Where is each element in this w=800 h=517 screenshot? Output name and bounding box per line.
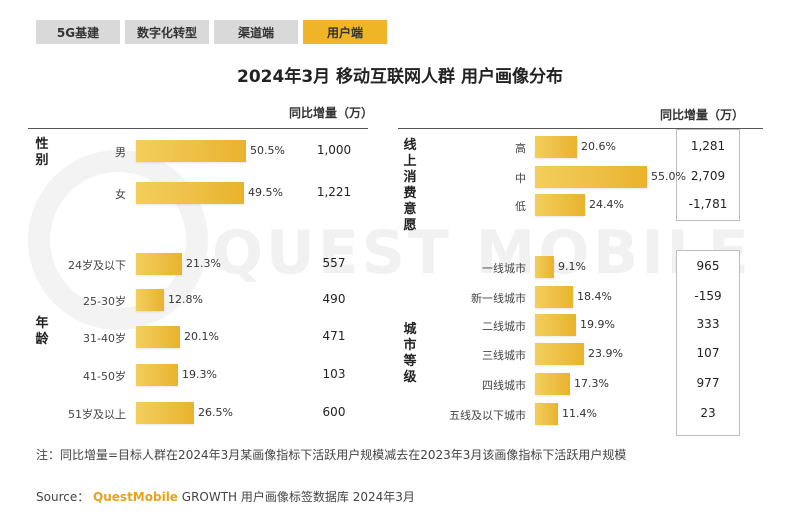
yoy-value: 490 — [322, 292, 346, 306]
category-label: 31-40岁 — [83, 332, 126, 345]
group-label-age: 年龄 — [35, 316, 49, 347]
bar-value-label: 19.9% — [580, 318, 615, 331]
yoy-value: 977 — [696, 376, 720, 390]
source-line: Source： QuestMobile GROWTH 用户画像标签数据库 202… — [36, 488, 415, 505]
bar-value-label: 20.1% — [184, 330, 219, 343]
bar-value-label: 26.5% — [198, 406, 233, 419]
yoy-value: 1,000 — [316, 143, 352, 157]
yoy-value: 103 — [322, 367, 346, 381]
right-yoy-box-intent — [676, 129, 740, 221]
yoy-value: 965 — [696, 259, 720, 273]
source-prefix: Source： — [36, 490, 90, 504]
source-brand: QuestMobile — [93, 490, 178, 504]
bar-value-label: 18.4% — [577, 290, 612, 303]
yoy-value: 1,281 — [690, 139, 726, 153]
yoy-value: -159 — [694, 289, 722, 303]
bar-value-label: 19.3% — [182, 368, 217, 381]
bar — [535, 194, 585, 216]
bar-value-label: 24.4% — [589, 198, 624, 211]
bar — [535, 403, 558, 425]
category-label: 中 — [515, 172, 526, 185]
bar — [535, 166, 647, 188]
yoy-value: -1,781 — [688, 197, 728, 211]
bar — [136, 326, 180, 348]
group-label-gender: 性别 — [35, 137, 49, 168]
tab-channel[interactable]: 渠道端 — [214, 20, 298, 44]
category-label: 24岁及以下 — [68, 259, 126, 272]
category-label: 男 — [115, 146, 126, 159]
category-label: 三线城市 — [482, 349, 526, 362]
bar-value-label: 23.9% — [588, 347, 623, 360]
tab-user[interactable]: 用户端 — [303, 20, 387, 44]
bar-value-label: 11.4% — [562, 407, 597, 420]
bar — [136, 364, 178, 386]
category-label: 四线城市 — [482, 379, 526, 392]
bar-value-label: 21.3% — [186, 257, 221, 270]
group-label-consumption-intent: 线上消费意愿 — [403, 138, 417, 233]
category-label: 25-30岁 — [83, 295, 126, 308]
chart-title: 2024年3月 移动互联网人群 用户画像分布 — [237, 67, 563, 87]
bar — [136, 402, 194, 424]
bar-value-label: 17.3% — [574, 377, 609, 390]
bar-value-label: 55.0% — [651, 170, 686, 183]
yoy-value: 107 — [696, 346, 720, 360]
category-label: 41-50岁 — [83, 370, 126, 383]
bar — [136, 253, 182, 275]
tab-bar: 5G基建 数字化转型 渠道端 用户端 — [36, 20, 392, 44]
bar — [136, 289, 164, 311]
footnote: 注：同比增量=目标人群在2024年3月某画像指标下活跃用户规模减去在2023年3… — [36, 448, 627, 462]
bar — [535, 343, 584, 365]
category-label: 低 — [515, 200, 526, 213]
group-label-city-tier: 城市等级 — [403, 322, 417, 385]
right-top-divider — [398, 128, 763, 129]
left-yoy-header: 同比增量（万） — [289, 106, 374, 120]
yoy-value: 1,221 — [316, 185, 352, 199]
bar-value-label: 49.5% — [248, 186, 283, 199]
bar — [535, 314, 576, 336]
category-label: 新一线城市 — [471, 292, 526, 305]
tab-digital-transformation[interactable]: 数字化转型 — [125, 20, 209, 44]
bar-value-label: 12.8% — [168, 293, 203, 306]
yoy-value: 333 — [696, 317, 720, 331]
bar — [535, 286, 573, 308]
bar — [535, 373, 570, 395]
bar-value-label: 50.5% — [250, 144, 285, 157]
bar — [136, 182, 244, 204]
source-suffix: GROWTH 用户画像标签数据库 2024年3月 — [181, 490, 415, 504]
category-label: 二线城市 — [482, 320, 526, 333]
left-top-divider — [28, 128, 368, 129]
category-label: 一线城市 — [482, 262, 526, 275]
yoy-value: 23 — [700, 406, 716, 420]
tab-5g[interactable]: 5G基建 — [36, 20, 120, 44]
right-yoy-box-city — [676, 250, 740, 436]
bar — [535, 136, 577, 158]
watermark-text: QUEST MOBILE — [212, 218, 752, 288]
category-label: 51岁及以上 — [68, 408, 126, 421]
bar-value-label: 9.1% — [558, 260, 586, 273]
right-yoy-header: 同比增量（万） — [660, 108, 745, 122]
bar — [136, 140, 246, 162]
yoy-value: 600 — [322, 405, 346, 419]
category-label: 五线及以下城市 — [449, 409, 526, 422]
bar-value-label: 20.6% — [581, 140, 616, 153]
category-label: 女 — [115, 188, 126, 201]
yoy-value: 557 — [322, 256, 346, 270]
bar — [535, 256, 554, 278]
category-label: 高 — [515, 142, 526, 155]
yoy-value: 471 — [322, 329, 346, 343]
yoy-value: 2,709 — [690, 169, 726, 183]
